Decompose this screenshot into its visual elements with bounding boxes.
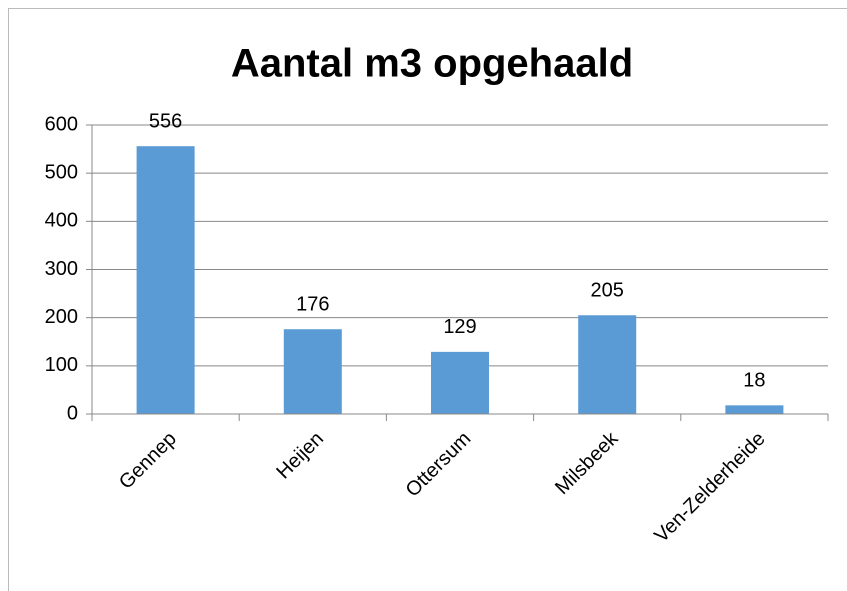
x-tick-label: Ottersum — [402, 428, 476, 502]
bar — [725, 405, 784, 414]
bar — [283, 329, 342, 414]
y-tick-label: 500 — [45, 161, 78, 183]
data-label: 205 — [591, 280, 624, 302]
bar — [136, 146, 195, 414]
data-label: 176 — [296, 294, 329, 316]
data-label: 129 — [443, 316, 476, 338]
x-tick-label: Gennep — [115, 428, 181, 494]
y-tick-label: 300 — [45, 258, 78, 280]
x-tick-label: Milsbeek — [551, 427, 623, 499]
y-tick-label: 0 — [67, 402, 78, 424]
y-tick-label: 200 — [45, 306, 78, 328]
y-tick-label: 600 — [45, 113, 78, 135]
bar — [431, 351, 489, 414]
bar — [578, 315, 637, 414]
x-tick-label: Heijen — [272, 428, 328, 484]
x-tick-label: Ven-Zelderheide — [650, 428, 769, 547]
y-tick-label: 100 — [45, 354, 78, 376]
data-label: 18 — [743, 370, 765, 392]
chart-title: Aantal m3 opgehaald — [231, 42, 633, 86]
y-tick-label: 400 — [45, 210, 78, 232]
data-label: 556 — [149, 110, 182, 132]
chart-frame — [8, 8, 847, 591]
